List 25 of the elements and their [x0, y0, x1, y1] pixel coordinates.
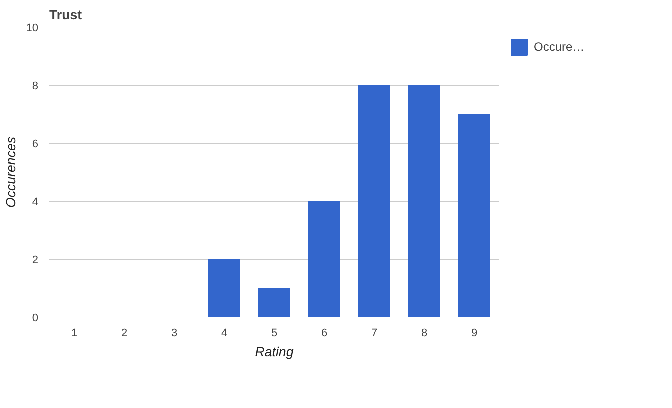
x-axis-title: Rating [255, 344, 294, 360]
bar [208, 259, 240, 318]
bar [458, 114, 490, 318]
y-tick-label: 10 [26, 22, 39, 34]
x-tick-label: 2 [121, 328, 128, 340]
y-axis-title: Occurences [3, 136, 18, 208]
bar [258, 288, 290, 318]
x-tick-label: 4 [221, 328, 228, 340]
x-tick-label: 5 [271, 328, 278, 340]
x-tick-label: 3 [171, 328, 178, 340]
x-tick-label: 9 [471, 328, 478, 340]
y-tick-label: 8 [32, 80, 39, 92]
x-tick-label: 1 [71, 328, 78, 340]
y-tick-label: 0 [32, 312, 39, 324]
y-tick-label: 2 [32, 254, 39, 266]
chart-title: Trust [50, 8, 83, 22]
bar [308, 201, 340, 318]
x-tick-label: 6 [321, 328, 328, 340]
x-tick-label: 8 [421, 328, 428, 340]
y-tick-label: 6 [32, 138, 39, 150]
bar [408, 85, 440, 318]
bar [358, 85, 390, 318]
legend-label: Occure… [534, 40, 585, 54]
x-tick-label: 7 [371, 328, 378, 340]
y-tick-label: 4 [32, 196, 39, 208]
